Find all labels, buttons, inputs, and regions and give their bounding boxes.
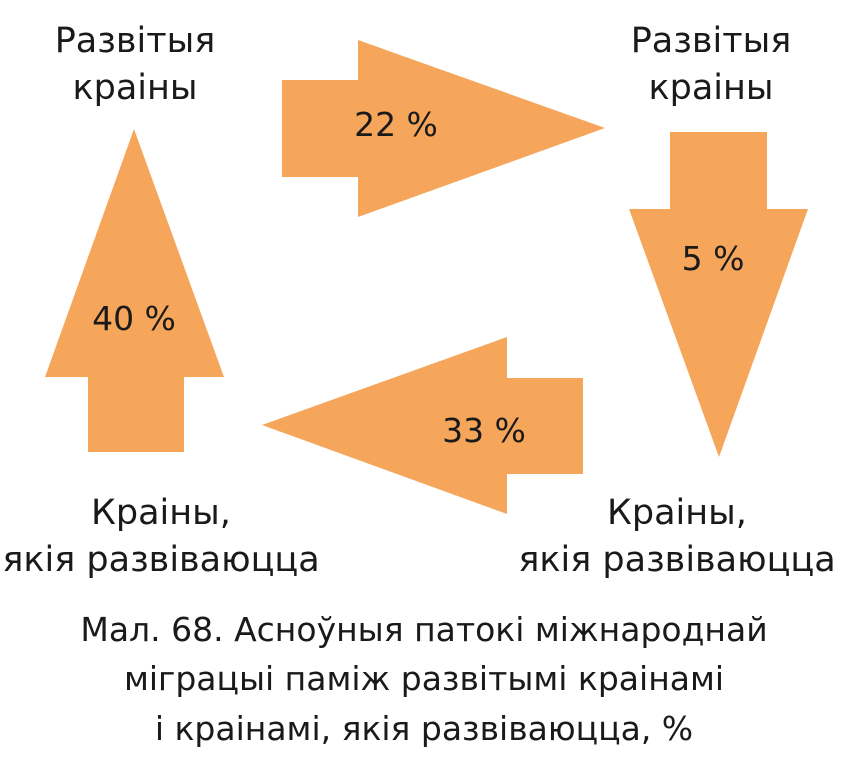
node-label-line: Краіны,: [607, 493, 747, 533]
caption-line: і краінамі, якія развіваюцца, %: [155, 709, 693, 748]
node-label-line: якія развіваюцца: [2, 540, 319, 580]
caption-line: Мал. 68. Асноўныя патокі міжнароднай: [80, 610, 767, 649]
node-label-line: краіны: [648, 68, 773, 108]
arrow-up-developing-to-developed: [45, 129, 224, 452]
flow-label-down: 5 %: [682, 239, 745, 278]
node-developing-bottom-right: Краіны, якія развіваюцца: [518, 493, 835, 580]
node-developed-top-right: Развітыя краіны: [631, 21, 792, 108]
arrow-right-developed-to-developed: [282, 40, 605, 217]
node-label-line: якія развіваюцца: [518, 540, 835, 580]
node-developed-top-left: Развітыя краіны: [55, 21, 216, 108]
node-label-line: Краіны,: [91, 493, 231, 533]
node-label-line: Развітыя: [631, 21, 792, 61]
node-label-line: Развітыя: [55, 21, 216, 61]
arrow-down-developed-to-developing: [629, 132, 808, 457]
node-developing-bottom-left: Краіны, якія развіваюцца: [2, 493, 319, 580]
flow-label-right: 22 %: [354, 105, 438, 144]
caption-line: міграцыі паміж развітымі краінамі: [124, 659, 724, 698]
node-label-line: краіны: [72, 68, 197, 108]
flow-label-up: 40 %: [92, 299, 176, 338]
flow-label-left: 33 %: [442, 411, 526, 450]
figure-caption: Мал. 68. Асноўныя патокі міжнароднай міг…: [80, 610, 767, 748]
arrow-left-developing-to-developing: [262, 337, 583, 514]
